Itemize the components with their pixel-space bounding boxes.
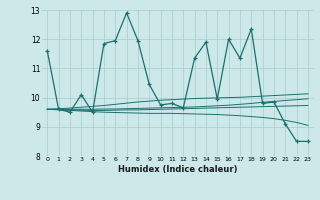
X-axis label: Humidex (Indice chaleur): Humidex (Indice chaleur) bbox=[118, 165, 237, 174]
